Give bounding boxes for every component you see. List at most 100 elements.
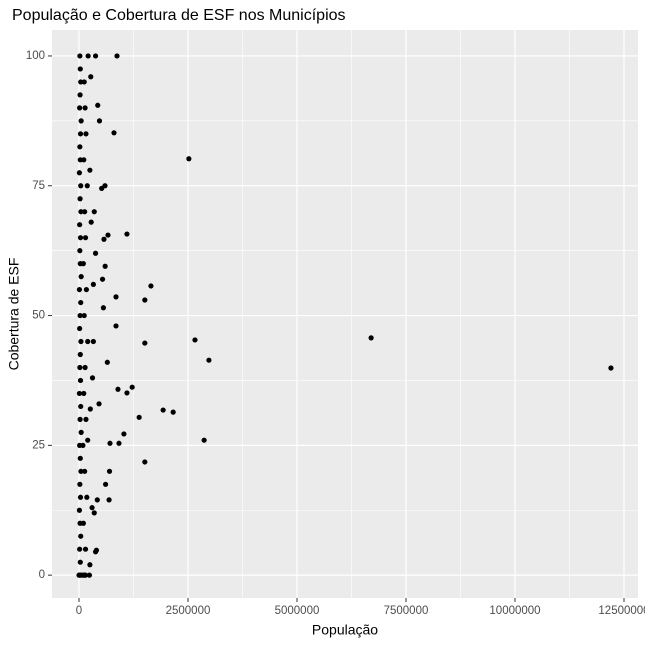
point — [82, 546, 89, 552]
point — [77, 248, 83, 254]
point — [99, 276, 106, 282]
point — [100, 305, 107, 311]
point — [77, 455, 83, 461]
point — [87, 562, 93, 568]
point — [106, 497, 112, 503]
point — [113, 294, 119, 300]
point — [87, 406, 93, 412]
point — [104, 359, 110, 365]
point — [77, 481, 83, 487]
point — [77, 546, 83, 552]
point — [94, 497, 100, 503]
point — [78, 118, 84, 124]
point — [368, 335, 374, 341]
chart-title: População e Cobertura de ESF nos Municíp… — [12, 7, 346, 24]
point — [91, 209, 97, 215]
point — [85, 437, 91, 443]
point — [76, 170, 83, 176]
point — [77, 144, 83, 150]
point — [96, 401, 102, 407]
x-axis-label: População — [312, 622, 378, 638]
point — [82, 468, 88, 474]
point — [99, 185, 105, 191]
point — [78, 468, 84, 474]
point — [77, 351, 83, 358]
point — [82, 572, 89, 578]
point — [82, 105, 88, 111]
x-tick-label: 0 — [76, 605, 82, 617]
point — [77, 377, 84, 384]
point — [88, 74, 94, 80]
point — [77, 416, 83, 422]
point — [107, 440, 113, 446]
point — [78, 274, 84, 280]
point — [83, 286, 90, 293]
point — [78, 429, 84, 435]
point — [78, 533, 84, 539]
point — [77, 559, 83, 565]
point — [106, 468, 113, 474]
point — [83, 416, 89, 422]
point — [129, 384, 135, 390]
point — [84, 183, 90, 189]
point — [113, 323, 119, 329]
y-tick-label: 0 — [39, 569, 45, 581]
point — [77, 235, 84, 241]
point — [90, 338, 96, 345]
point — [201, 437, 207, 443]
point — [102, 481, 109, 487]
y-tick-label: 100 — [26, 50, 45, 62]
point — [77, 92, 83, 98]
point — [142, 340, 148, 346]
point — [136, 414, 142, 420]
point — [77, 105, 83, 111]
point — [78, 209, 84, 215]
point — [78, 299, 84, 306]
x-tick-label: 5000000 — [275, 605, 320, 617]
point — [77, 53, 83, 59]
y-tick-label: 50 — [32, 310, 45, 322]
point — [142, 459, 148, 465]
point — [83, 131, 89, 137]
point — [88, 219, 94, 225]
point — [160, 407, 166, 413]
point — [81, 79, 87, 85]
point — [76, 507, 83, 513]
point — [114, 53, 120, 59]
point — [142, 297, 148, 303]
point — [91, 510, 97, 516]
point — [82, 209, 88, 215]
point — [80, 520, 86, 526]
y-tick-label: 75 — [32, 180, 45, 192]
point — [86, 572, 93, 578]
point — [89, 375, 96, 381]
point — [80, 442, 86, 448]
point — [78, 338, 84, 345]
point — [82, 235, 89, 241]
point — [121, 431, 127, 437]
y-axis-label: Cobertura de ESF — [6, 258, 22, 371]
point — [77, 196, 83, 202]
point — [192, 337, 198, 343]
point — [81, 157, 87, 163]
plot-panel — [52, 30, 638, 598]
point — [111, 130, 117, 136]
point — [608, 365, 614, 371]
point — [206, 357, 212, 363]
point — [80, 261, 86, 267]
point — [101, 236, 107, 242]
point — [77, 312, 83, 319]
point — [81, 390, 87, 397]
point — [105, 232, 111, 238]
point — [96, 118, 103, 124]
point — [78, 403, 84, 410]
point — [82, 364, 88, 371]
point — [89, 505, 95, 511]
point — [95, 102, 101, 108]
y-tick-label: 25 — [32, 439, 45, 451]
point — [170, 409, 176, 415]
point — [81, 312, 87, 319]
point — [85, 53, 91, 59]
point — [76, 286, 83, 293]
point — [87, 167, 93, 173]
